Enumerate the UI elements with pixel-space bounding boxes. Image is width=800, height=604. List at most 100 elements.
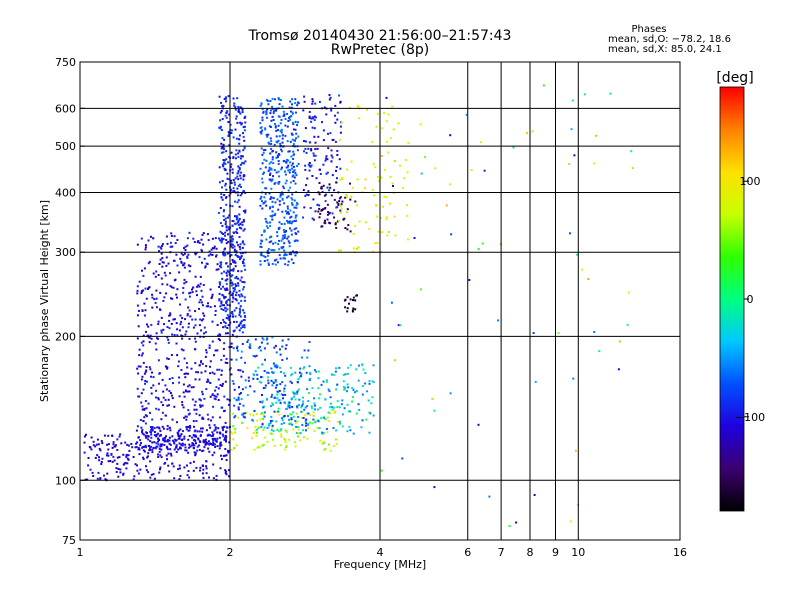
data-point bbox=[213, 394, 216, 397]
data-point bbox=[162, 390, 165, 393]
data-point bbox=[239, 121, 242, 124]
data-point bbox=[232, 190, 235, 193]
data-point bbox=[157, 453, 159, 456]
data-point bbox=[220, 302, 223, 305]
data-point bbox=[215, 440, 218, 443]
data-point bbox=[338, 219, 340, 222]
data-point bbox=[374, 242, 377, 245]
data-point bbox=[240, 276, 243, 279]
data-point bbox=[287, 119, 290, 122]
data-point bbox=[334, 222, 337, 225]
data-point bbox=[141, 446, 144, 449]
data-point bbox=[235, 117, 238, 120]
data-point bbox=[304, 406, 307, 409]
data-point bbox=[164, 384, 167, 387]
data-point bbox=[351, 309, 354, 312]
data-point bbox=[204, 266, 207, 269]
data-point bbox=[168, 314, 171, 317]
data-point bbox=[236, 175, 239, 178]
data-point bbox=[232, 136, 235, 139]
data-point bbox=[270, 432, 273, 435]
data-point bbox=[220, 241, 223, 244]
data-point bbox=[127, 458, 130, 461]
data-point bbox=[296, 124, 298, 126]
data-point bbox=[227, 95, 230, 98]
data-point bbox=[574, 449, 577, 452]
data-point bbox=[171, 397, 174, 400]
data-point bbox=[150, 235, 152, 238]
data-point bbox=[320, 187, 323, 190]
data-point bbox=[231, 300, 234, 303]
data-point bbox=[244, 361, 246, 364]
data-point bbox=[194, 378, 197, 381]
data-point bbox=[90, 448, 93, 451]
data-point bbox=[142, 388, 145, 391]
data-point bbox=[202, 243, 205, 246]
data-point bbox=[262, 255, 265, 257]
data-point bbox=[354, 299, 357, 302]
data-point bbox=[288, 438, 291, 441]
data-point bbox=[224, 184, 227, 187]
data-point bbox=[311, 98, 314, 101]
data-point bbox=[311, 387, 314, 390]
data-point bbox=[327, 388, 330, 391]
data-point bbox=[508, 525, 511, 528]
data-point bbox=[277, 115, 280, 118]
data-point bbox=[326, 416, 329, 419]
data-point bbox=[166, 448, 169, 451]
data-point bbox=[228, 132, 231, 135]
data-point bbox=[525, 132, 528, 134]
data-point bbox=[146, 432, 148, 434]
data-point bbox=[376, 175, 379, 178]
data-point bbox=[331, 212, 334, 215]
data-point bbox=[161, 378, 164, 381]
data-point bbox=[376, 241, 379, 244]
data-point bbox=[271, 200, 274, 203]
data-point bbox=[241, 343, 244, 345]
data-point bbox=[276, 198, 279, 201]
data-point bbox=[259, 245, 262, 248]
data-point bbox=[96, 438, 99, 441]
data-point bbox=[196, 241, 199, 244]
data-point bbox=[210, 419, 213, 422]
data-point bbox=[313, 402, 316, 405]
data-point bbox=[140, 354, 143, 357]
data-point bbox=[270, 167, 273, 170]
data-point bbox=[219, 127, 222, 130]
data-point bbox=[221, 186, 223, 189]
data-point bbox=[261, 181, 264, 184]
data-point bbox=[219, 207, 222, 209]
data-point bbox=[144, 422, 147, 425]
data-point bbox=[291, 106, 293, 109]
data-point bbox=[124, 441, 127, 444]
data-point bbox=[340, 203, 343, 206]
data-point bbox=[200, 371, 203, 374]
data-point bbox=[292, 180, 295, 182]
data-point bbox=[468, 279, 471, 281]
data-point bbox=[234, 183, 236, 186]
data-point bbox=[261, 376, 264, 379]
data-point bbox=[224, 182, 227, 185]
data-point bbox=[234, 261, 237, 264]
data-point bbox=[262, 418, 265, 420]
data-point bbox=[132, 478, 135, 481]
data-point bbox=[273, 143, 276, 146]
data-point bbox=[184, 298, 187, 301]
data-point bbox=[193, 435, 196, 438]
data-point bbox=[207, 434, 210, 437]
data-point bbox=[340, 207, 343, 210]
data-point bbox=[381, 127, 384, 130]
data-point bbox=[202, 449, 205, 452]
data-point bbox=[142, 456, 145, 459]
data-point bbox=[220, 142, 223, 145]
data-point bbox=[283, 372, 286, 375]
data-point bbox=[195, 466, 198, 469]
data-point bbox=[221, 137, 224, 140]
data-point bbox=[283, 422, 285, 424]
data-point bbox=[284, 440, 287, 443]
data-point bbox=[139, 468, 142, 471]
grid-lines bbox=[80, 62, 680, 540]
data-point bbox=[322, 129, 325, 132]
data-point bbox=[252, 419, 255, 422]
data-point bbox=[232, 157, 235, 159]
